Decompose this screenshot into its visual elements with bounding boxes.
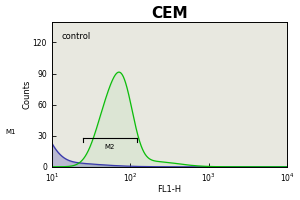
Text: control: control xyxy=(61,32,91,41)
Text: M2: M2 xyxy=(105,144,115,150)
X-axis label: FL1-H: FL1-H xyxy=(158,185,182,194)
Y-axis label: Counts: Counts xyxy=(22,80,31,109)
Text: M1: M1 xyxy=(5,129,16,135)
Title: CEM: CEM xyxy=(151,6,188,21)
